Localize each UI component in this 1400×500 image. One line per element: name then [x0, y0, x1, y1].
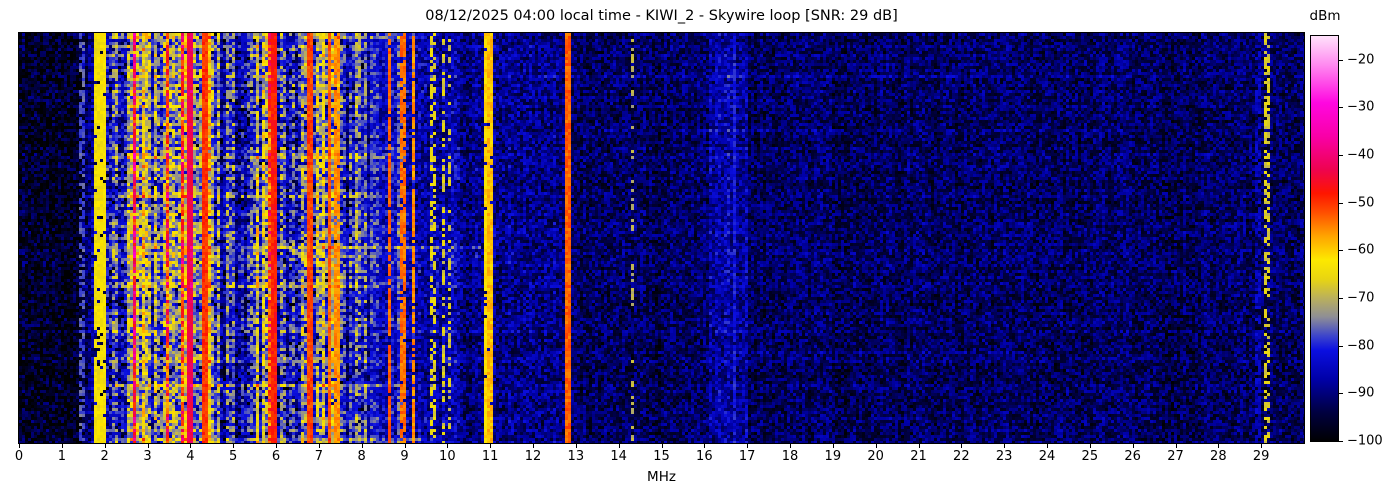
x-tick-mark	[575, 444, 577, 448]
colorbar-tick-label: −90	[1347, 385, 1375, 401]
x-tick-mark	[104, 444, 106, 448]
colorbar-tick-mark	[1339, 155, 1343, 157]
x-tick-label: 11	[481, 449, 499, 464]
colorbar-tick-label: −70	[1347, 290, 1375, 306]
colorbar-tick-mark	[1339, 298, 1343, 300]
x-tick-label: 0	[14, 449, 24, 464]
x-tick-mark	[832, 444, 834, 448]
x-tick-label: 9	[400, 449, 409, 464]
x-tick-mark	[1261, 444, 1263, 448]
x-tick-label: 24	[1038, 449, 1056, 464]
x-tick-label: 1	[57, 449, 66, 464]
colorbar-tick-mark	[1339, 202, 1343, 204]
colorbar-tick-mark	[1339, 441, 1343, 442]
x-tick-label: 3	[143, 449, 152, 464]
colorbar-tick-label: −80	[1347, 338, 1375, 354]
x-tick-mark	[704, 444, 706, 448]
x-tick-mark	[1004, 444, 1006, 448]
x-tick-label: 25	[1081, 449, 1099, 464]
colorbar-tick-label: −100	[1347, 433, 1383, 449]
x-tick-mark	[1089, 444, 1091, 448]
x-tick-mark	[961, 444, 963, 448]
x-tick-mark	[233, 444, 235, 448]
x-tick-mark	[1132, 444, 1134, 448]
x-tick-mark	[618, 444, 620, 448]
x-tick-mark	[404, 444, 406, 448]
x-tick-mark	[875, 444, 877, 448]
x-tick-label: 26	[1124, 449, 1141, 464]
x-tick-mark	[1175, 444, 1177, 448]
x-tick-label: 8	[357, 449, 366, 464]
x-tick-label: 23	[995, 449, 1013, 464]
colorbar-tick-label: −40	[1347, 147, 1375, 163]
x-tick-label: 22	[953, 449, 970, 464]
x-tick-label: 10	[439, 449, 456, 464]
x-tick-label: 12	[524, 449, 542, 464]
colorbar-tick-mark	[1339, 107, 1343, 109]
x-tick-mark	[190, 444, 192, 448]
x-tick-mark	[533, 444, 534, 448]
colorbar-tick-mark	[1339, 393, 1343, 395]
x-tick-label: 28	[1210, 449, 1227, 464]
x-tick-label: 2	[100, 449, 109, 464]
colorbar-unit-label: dBm	[1309, 8, 1341, 24]
x-tick-label: 13	[567, 449, 585, 464]
plot-title: 08/12/2025 04:00 local time - KIWI_2 - S…	[425, 8, 898, 24]
x-tick-mark	[918, 444, 920, 448]
colorbar-tick-label: −20	[1347, 52, 1375, 68]
x-tick-mark	[447, 444, 449, 448]
x-tick-mark	[747, 444, 749, 448]
x-tick-label: 6	[271, 449, 281, 464]
x-tick-mark	[661, 444, 663, 448]
x-tick-mark	[318, 444, 320, 448]
x-tick-label: 21	[910, 449, 927, 464]
x-tick-mark	[1047, 444, 1048, 448]
colorbar-tick-mark	[1339, 59, 1343, 61]
colorbar-tick-label: −50	[1347, 195, 1375, 211]
x-tick-label: 15	[653, 449, 670, 464]
x-axis-label: MHz	[647, 469, 676, 485]
x-tick-label: 20	[867, 449, 884, 464]
x-tick-label: 29	[1252, 449, 1270, 464]
x-tick-mark	[1218, 444, 1220, 448]
waterfall-heatmap	[19, 33, 1304, 443]
x-tick-mark	[61, 444, 63, 448]
x-tick-label: 27	[1167, 449, 1184, 464]
x-tick-mark	[19, 444, 20, 448]
colorbar-gradient	[1311, 36, 1338, 441]
colorbar-tick-label: −30	[1347, 99, 1375, 115]
x-tick-mark	[361, 444, 363, 448]
colorbar-tick-label: −60	[1347, 242, 1375, 258]
x-tick-label: 14	[610, 449, 627, 464]
colorbar-tick-mark	[1339, 250, 1343, 252]
x-tick-mark	[276, 444, 277, 448]
x-tick-mark	[490, 444, 492, 448]
x-tick-label: 5	[229, 449, 238, 464]
x-tick-label: 18	[781, 449, 799, 464]
x-tick-label: 4	[186, 449, 195, 464]
x-tick-mark	[790, 444, 791, 448]
x-tick-label: 17	[738, 449, 756, 464]
x-tick-mark	[147, 444, 149, 448]
x-tick-label: 16	[696, 449, 713, 464]
colorbar-tick-mark	[1339, 345, 1343, 347]
x-tick-label: 19	[824, 449, 842, 464]
x-tick-label: 7	[314, 449, 323, 464]
